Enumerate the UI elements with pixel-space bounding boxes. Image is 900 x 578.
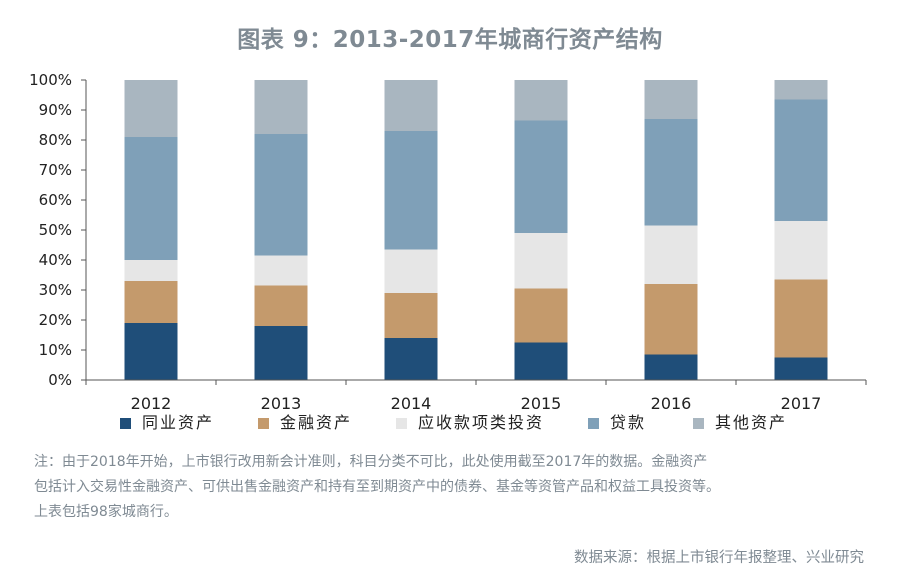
legend-label: 应收款项类投资 bbox=[418, 413, 544, 432]
legend-swatch bbox=[258, 418, 269, 429]
bar-segment bbox=[514, 80, 568, 121]
chart-note: 注：由于2018年开始，上市银行改用新会计准则，科目分类不可比，此处使用截至20… bbox=[34, 450, 884, 525]
legend-swatch bbox=[588, 418, 599, 429]
x-axis: 2012 2013 2014 2015 2016 2017 bbox=[85, 379, 867, 413]
bar-segment bbox=[384, 293, 438, 338]
bar-segment bbox=[514, 120, 568, 233]
y-tick-label: 40% bbox=[39, 251, 72, 269]
bar-segment bbox=[644, 225, 698, 284]
bar-segment bbox=[644, 354, 698, 380]
x-tick-label: 2016 bbox=[651, 394, 692, 413]
bar-segment bbox=[124, 323, 178, 380]
note-line: 注：由于2018年开始，上市银行改用新会计准则，科目分类不可比，此处使用截至20… bbox=[34, 454, 708, 470]
y-tick-label: 0% bbox=[48, 371, 72, 389]
note-line: 包括计入交易性金融资产、可供出售金融资产和持有至到期资产中的债券、基金等资管产品… bbox=[34, 479, 720, 495]
bar-segment bbox=[384, 80, 438, 131]
stacked-bar-chart: 0%10%20%30%40%50%60%70%80%90%100% 2012 20… bbox=[29, 71, 867, 432]
bar-segment bbox=[514, 288, 568, 343]
bar-segment bbox=[644, 80, 698, 119]
bar-segment bbox=[644, 284, 698, 355]
x-tick-label: 2014 bbox=[391, 394, 432, 413]
y-tick-label: 90% bbox=[39, 101, 72, 119]
legend: 同业资产 金融资产 应收款项类投资 贷款 其他资产 bbox=[120, 413, 787, 432]
bars bbox=[124, 80, 828, 380]
y-tick-label: 70% bbox=[39, 161, 72, 179]
bar-segment bbox=[124, 281, 178, 323]
legend-swatch bbox=[396, 418, 407, 429]
legend-label: 同业资产 bbox=[142, 413, 214, 432]
bar-segment bbox=[254, 285, 308, 326]
legend-swatch bbox=[120, 418, 131, 429]
bar-segment bbox=[774, 279, 828, 358]
bar-segment bbox=[254, 134, 308, 256]
y-tick-label: 80% bbox=[39, 131, 72, 149]
chart-title: 图表 9：2013-2017年城商行资产结构 bbox=[237, 27, 663, 53]
y-axis: 0% 10% 20% 30% 40% 50% 60% 70% 80% 90% 100% bbox=[29, 71, 87, 389]
bar-segment bbox=[254, 326, 308, 380]
x-tick-label: 2012 bbox=[131, 394, 172, 413]
bar-segment bbox=[774, 357, 828, 380]
bar-segment bbox=[254, 80, 308, 134]
y-tick-label: 50% bbox=[39, 221, 72, 239]
x-tick-label: 2017 bbox=[781, 394, 822, 413]
data-source: 数据来源：根据上市银行年报整理、兴业研究 bbox=[574, 550, 864, 566]
legend-label: 其他资产 bbox=[715, 413, 787, 432]
x-tick-label: 2015 bbox=[521, 394, 562, 413]
y-tick-label: 20% bbox=[39, 311, 72, 329]
bar-segment bbox=[384, 131, 438, 250]
bar-segment bbox=[124, 137, 178, 260]
y-tick-label: 100% bbox=[29, 71, 72, 89]
y-tick-label: 10% bbox=[39, 341, 72, 359]
bar-segment bbox=[644, 119, 698, 226]
bar-segment bbox=[254, 255, 308, 286]
y-tick-label: 60% bbox=[39, 191, 72, 209]
bar-segment bbox=[514, 342, 568, 380]
bar-segment bbox=[774, 221, 828, 280]
bar-segment bbox=[384, 249, 438, 293]
bar-segment bbox=[774, 99, 828, 221]
bar-segment bbox=[514, 233, 568, 289]
legend-label: 金融资产 bbox=[280, 413, 352, 432]
y-tick-label: 30% bbox=[39, 281, 72, 299]
bar-segment bbox=[124, 260, 178, 281]
legend-label: 贷款 bbox=[610, 413, 646, 432]
legend-swatch bbox=[693, 418, 704, 429]
bar-segment bbox=[774, 80, 828, 100]
bar-segment bbox=[124, 80, 178, 137]
bar-segment bbox=[384, 338, 438, 380]
note-line: 上表包括98家城商行。 bbox=[34, 504, 178, 520]
x-tick-label: 2013 bbox=[261, 394, 302, 413]
